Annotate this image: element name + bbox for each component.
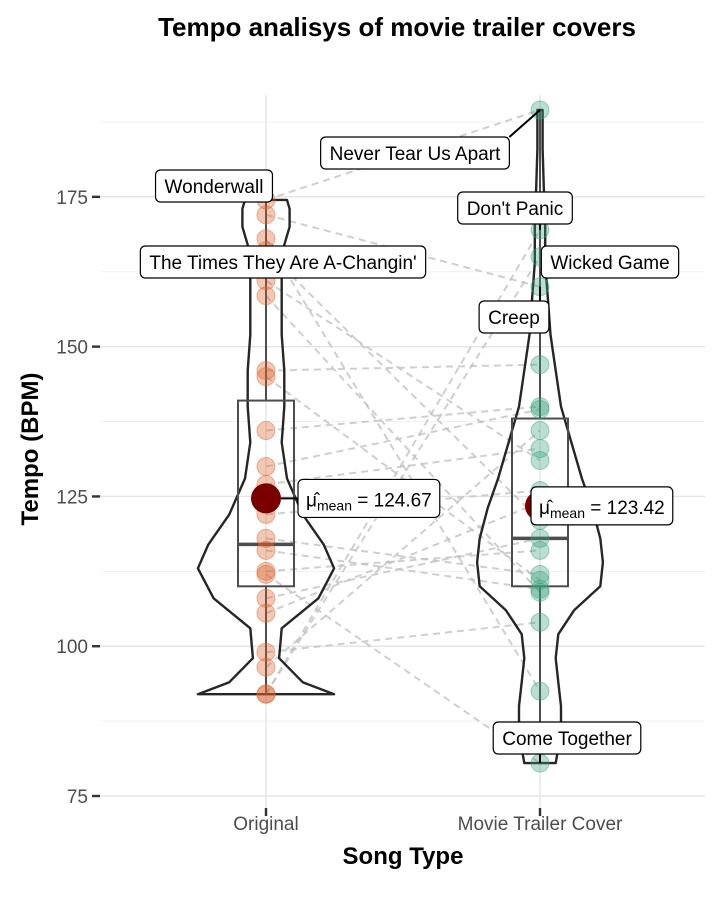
y-tick-label: 125 xyxy=(56,487,88,508)
data-point xyxy=(256,528,276,548)
data-point xyxy=(256,564,276,584)
data-point xyxy=(530,570,550,590)
data-point xyxy=(256,456,276,476)
x-tick-label: Original xyxy=(233,814,298,835)
mean-label: μ̂mean = 124.67 xyxy=(281,478,441,519)
chart-title: Tempo analisys of movie trailer covers xyxy=(158,12,636,42)
x-tick-label: Movie Trailer Cover xyxy=(458,814,623,835)
data-point xyxy=(530,439,550,459)
pairing-line xyxy=(265,295,541,593)
data-point xyxy=(530,528,550,548)
pairing-line xyxy=(265,429,541,668)
data-point xyxy=(256,540,276,560)
data-point xyxy=(530,397,550,417)
song-label-text: Never Tear Us Apart xyxy=(330,144,501,165)
data-point xyxy=(530,355,550,375)
data-point xyxy=(256,603,276,623)
song-label: Wonderwall xyxy=(154,169,274,203)
mean-point xyxy=(251,483,281,514)
pairing-line xyxy=(265,447,541,486)
song-label-box xyxy=(457,191,573,225)
song-label: Creep xyxy=(478,286,550,334)
pairing-line xyxy=(265,501,541,615)
song-label-box xyxy=(320,136,510,170)
song-labels: Wonderwall The Times They Are A-Changin' N… xyxy=(139,109,680,764)
data-point xyxy=(256,588,276,608)
song-label-text: Don't Panic xyxy=(467,199,564,220)
data-point xyxy=(530,421,550,441)
song-label-box xyxy=(492,721,642,755)
pairing-line xyxy=(265,621,541,654)
song-label: Wicked Game xyxy=(540,245,680,279)
data-point xyxy=(256,561,276,581)
song-label-text: Come Together xyxy=(502,729,632,750)
pairing-line xyxy=(265,375,541,582)
song-label-text: Wicked Game xyxy=(550,253,669,274)
data-point xyxy=(530,612,550,632)
song-label-connector xyxy=(508,109,541,138)
y-tick-label: 100 xyxy=(56,637,88,658)
song-label-box xyxy=(154,169,274,203)
pairing-line xyxy=(265,537,541,600)
data-point xyxy=(530,579,550,599)
pairing-line xyxy=(265,250,541,522)
song-label-text: Wonderwall xyxy=(165,177,264,198)
song-label-box xyxy=(139,245,427,279)
violin-cover xyxy=(475,108,605,765)
pairing-line xyxy=(265,405,541,432)
data-point xyxy=(256,657,276,677)
data-point xyxy=(530,564,550,584)
data-point xyxy=(256,684,276,704)
song-label-box xyxy=(478,300,550,334)
y-tick-label: 75 xyxy=(67,787,88,808)
data-point xyxy=(530,582,550,602)
mean-label-box xyxy=(530,486,674,526)
data-point xyxy=(256,286,276,306)
song-label: Come Together xyxy=(492,721,642,764)
song-label: Don't Panic xyxy=(457,191,573,230)
y-tick-label: 175 xyxy=(56,188,88,209)
mean-label: μ̂mean = 123.42 xyxy=(530,486,674,526)
data-point xyxy=(256,421,276,441)
y-tick-label: 150 xyxy=(56,338,88,359)
y-axis-title: Tempo (BPM) xyxy=(17,373,44,526)
mean-label-box xyxy=(297,478,441,519)
x-axis-title: Song Type xyxy=(343,843,464,870)
song-label: Never Tear Us Apart xyxy=(320,109,541,170)
data-point xyxy=(530,450,550,470)
pairing-line xyxy=(265,256,541,695)
song-label-box xyxy=(540,245,680,279)
data-point xyxy=(256,361,276,381)
mean-markers: μ̂mean = 124.67 μ̂mean = 123.42 xyxy=(251,478,674,526)
pairing-line xyxy=(265,363,541,372)
pairing-line xyxy=(265,549,541,591)
data-point xyxy=(256,205,276,225)
song-label: The Times They Are A-Changin' xyxy=(139,245,427,279)
pairing-line xyxy=(265,537,541,576)
pairing-line xyxy=(265,549,541,573)
data-point xyxy=(530,400,550,420)
data-point xyxy=(256,684,276,704)
data-point xyxy=(530,540,550,560)
data-point xyxy=(256,642,276,662)
box xyxy=(237,399,295,588)
mean-label-text: μ̂mean = 123.42 xyxy=(539,498,665,521)
axes: 75 100 125 150 175 Original Movie Trailer Cove… xyxy=(56,188,623,835)
pairing-line xyxy=(265,238,541,692)
data-point xyxy=(530,681,550,701)
data-point xyxy=(256,367,276,387)
song-label-text: Creep xyxy=(488,308,540,329)
pairing-line xyxy=(265,279,541,462)
pairing-line xyxy=(265,408,541,468)
song-label-text: The Times They Are A-Changin' xyxy=(149,253,416,274)
